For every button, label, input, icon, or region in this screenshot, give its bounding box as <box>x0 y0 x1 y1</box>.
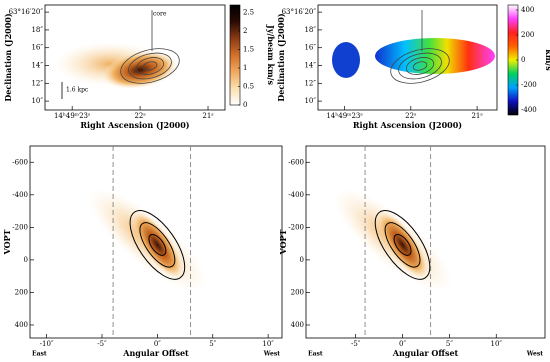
contour <box>398 52 442 80</box>
contour <box>135 57 165 75</box>
pv-contour <box>393 233 412 256</box>
x-tick-label: 0″ <box>399 340 406 348</box>
colorbar-tick-label: 1 <box>243 64 247 72</box>
colorbar-tick-label: -400 <box>521 106 537 114</box>
y-tick-label: 63°16′20″ <box>282 8 317 16</box>
y-tick-label: 14″ <box>31 62 43 70</box>
plot-frame <box>317 4 498 111</box>
y-tick-label: 0 <box>24 256 28 264</box>
colorbar-tick-label: 0.5 <box>243 82 254 90</box>
y-tick-label: -400 <box>288 191 304 199</box>
x-axis-label: Angular Offset <box>392 348 459 358</box>
y-tick-label: 18″ <box>304 26 316 34</box>
pv-core <box>131 211 184 279</box>
y-tick-label: 400 <box>15 321 28 329</box>
pv-contour <box>384 222 421 268</box>
y-tick-label: 63°16′20″ <box>9 8 44 16</box>
pv-contour <box>148 233 167 256</box>
x-tick-label: 10″ <box>490 340 502 348</box>
colorbar-tick-label: 0 <box>521 56 525 64</box>
colorbar-tick-label: 400 <box>521 6 534 14</box>
pv-contour <box>139 222 176 268</box>
y-tick-label: 10″ <box>304 97 316 105</box>
x-tick-label: 10″ <box>262 340 274 348</box>
annotation-west: West <box>263 351 280 358</box>
pv-contour <box>129 210 186 280</box>
colorbar-label: km/s <box>544 49 550 71</box>
y-axis-label: VOPT <box>2 229 12 255</box>
emission-core <box>102 51 178 89</box>
velocity-main <box>375 38 495 74</box>
annotation-east: East <box>308 351 323 358</box>
plot-frame <box>29 145 283 339</box>
y-tick-label: 14″ <box>304 62 316 70</box>
contour <box>142 61 158 71</box>
annotation-core: core <box>153 11 167 18</box>
contour <box>405 57 435 75</box>
x-tick-label: 21ˢ <box>202 112 214 120</box>
y-axis-label: VOPT <box>278 229 288 255</box>
y-tick-label: 200 <box>15 288 28 296</box>
y-tick-label: 18″ <box>31 26 43 34</box>
colorbar-tick-label: -200 <box>521 81 537 89</box>
contour <box>120 48 180 84</box>
annotation-east: East <box>32 351 47 358</box>
colorbar-tick-label: 0 <box>243 101 247 109</box>
colorbar-tick-label: 2 <box>243 27 247 35</box>
colorbar-tick-label: 200 <box>521 31 534 39</box>
y-tick-label: 400 <box>291 321 304 329</box>
contour <box>390 48 450 84</box>
contour <box>128 52 172 80</box>
x-tick-label: 22ˢ <box>134 112 146 120</box>
x-tick-label: 5″ <box>446 340 453 348</box>
x-tick-label: 14ʰ49ᵐ23ˢ <box>326 112 363 120</box>
y-tick-label: 16″ <box>304 44 316 52</box>
x-tick-label: 0″ <box>154 340 161 348</box>
y-tick-label: 10″ <box>31 97 43 105</box>
x-tick-label: -5″ <box>351 340 361 348</box>
colorbar-tick-label: 2.5 <box>243 8 254 16</box>
x-tick-label: -10″ <box>40 340 54 348</box>
y-tick-label: -200 <box>12 223 28 231</box>
x-axis-label: Right Ascension (J2000) <box>353 120 462 130</box>
y-tick-label: -600 <box>288 158 304 166</box>
y-tick-label: -400 <box>12 191 28 199</box>
y-tick-label: 0 <box>300 256 304 264</box>
annotation-west: West <box>526 351 543 358</box>
x-tick-label: 14ʰ49ᵐ23ˢ <box>54 112 91 120</box>
x-axis-label: Angular Offset <box>122 348 189 358</box>
x-tick-label: -5″ <box>97 340 107 348</box>
plot-frame <box>44 4 226 111</box>
colorbar-tick-label: 1.5 <box>243 45 254 53</box>
velocity-west <box>332 42 360 78</box>
y-axis-label: Declination (J2000) <box>3 13 13 101</box>
x-axis-label: Right Ascension (J2000) <box>80 120 189 130</box>
contour <box>412 61 428 71</box>
pv-contour <box>374 210 431 280</box>
y-tick-label: -200 <box>288 223 304 231</box>
y-tick-label: -600 <box>12 158 28 166</box>
pv-core <box>376 211 429 279</box>
annotation-scale: 1.6 kpc <box>66 87 89 94</box>
y-tick-label: 200 <box>291 288 304 296</box>
x-tick-label: 21ˢ <box>471 112 483 120</box>
y-axis-label: Declination (J2000) <box>276 13 286 101</box>
plot-frame <box>305 145 546 339</box>
y-tick-label: 12″ <box>31 79 43 87</box>
y-tick-label: 12″ <box>304 79 316 87</box>
colorbar <box>229 4 241 106</box>
colorbar-label: Jy/beam km/s <box>266 24 276 85</box>
x-tick-label: 22ˢ <box>405 112 417 120</box>
y-tick-label: 16″ <box>31 44 43 52</box>
x-tick-label: 5″ <box>209 340 216 348</box>
